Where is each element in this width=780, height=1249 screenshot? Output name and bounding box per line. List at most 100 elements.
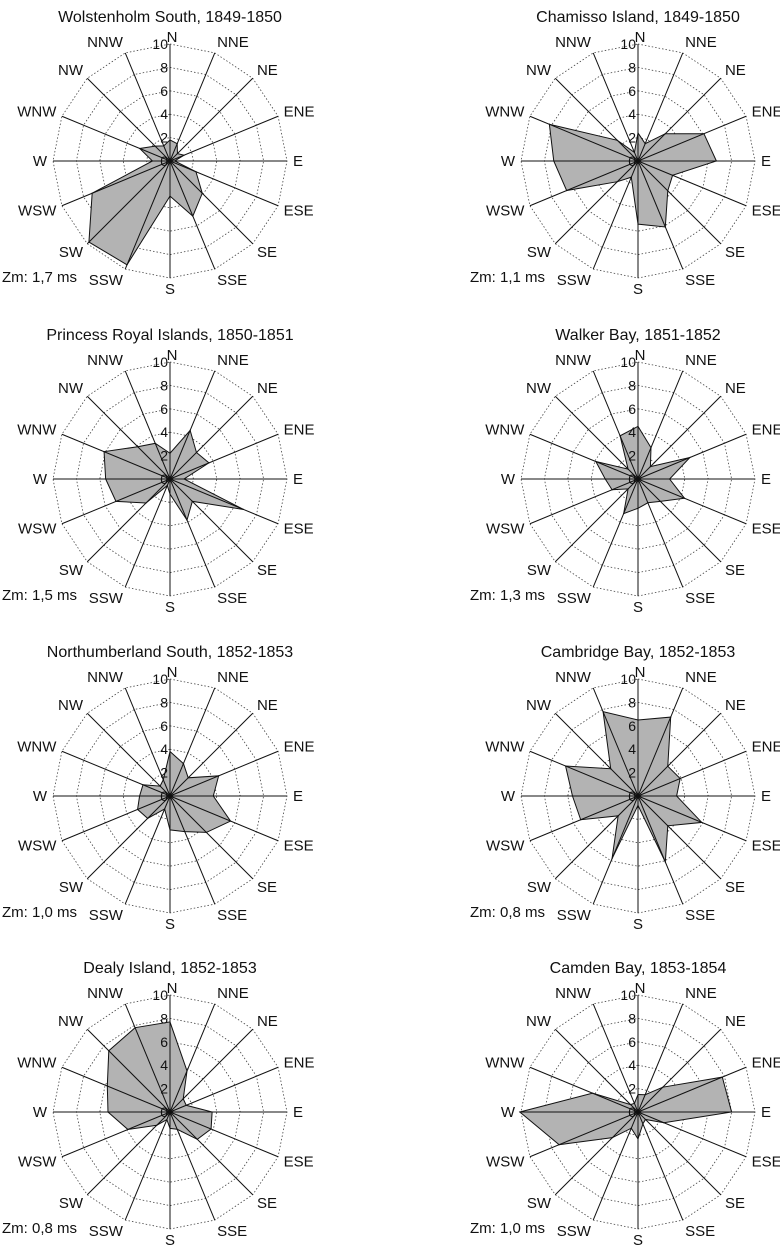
spoke-sse <box>169 1111 216 1221</box>
dir-label-ene: ENE <box>284 422 315 439</box>
dir-label-ne: NE <box>725 62 746 79</box>
radial-tick-label: 10 <box>620 36 636 52</box>
spoke-se <box>637 1111 722 1196</box>
dir-label-sw: SW <box>59 1195 84 1212</box>
data-point-s <box>169 1127 171 1129</box>
grid-ring <box>75 1017 265 1207</box>
grid-ring <box>99 408 241 550</box>
dir-label-ssw: SSW <box>557 907 592 924</box>
data-point-ese <box>242 508 245 511</box>
data-point-n <box>169 1021 171 1023</box>
spoke-sw <box>554 478 639 563</box>
spoke-sse <box>637 478 684 588</box>
data-point-w <box>553 160 555 162</box>
data-point-nnw <box>633 1102 636 1104</box>
data-point-s <box>169 195 171 197</box>
data-point-ene <box>679 777 681 780</box>
dir-label-w: W <box>501 1104 516 1121</box>
data-point-ese <box>701 821 703 824</box>
data-point-sw <box>617 815 619 817</box>
spoke-nne <box>637 687 684 797</box>
spoke-sse <box>169 478 216 588</box>
data-point-wnw <box>592 1092 594 1094</box>
dir-label-e: E <box>293 153 303 170</box>
dir-label-w: W <box>33 1104 48 1121</box>
dir-label-nne: NNE <box>685 985 717 1002</box>
wind-rose-6: Cambridge Bay, 1852-1853 0 2 4 6 8 10N NNE NE ENE… <box>470 644 780 933</box>
data-point-sse <box>647 502 649 504</box>
data-point-nw <box>610 768 612 770</box>
spoke-se <box>637 160 722 245</box>
data-point-nw <box>627 468 629 470</box>
dir-label-s: S <box>165 599 175 616</box>
radial-tick-label: 2 <box>160 130 168 146</box>
dir-label-sse: SSE <box>685 590 715 607</box>
spoke-ne <box>637 712 722 797</box>
data-point-ne <box>667 765 669 767</box>
data-point-sw <box>88 241 90 243</box>
spoke-nne <box>169 687 216 797</box>
data-point-nnw <box>163 145 165 147</box>
spoke-sse <box>637 1111 684 1221</box>
dir-label-ene: ENE <box>752 739 780 756</box>
data-point-wnw <box>595 460 597 463</box>
dir-label-e: E <box>293 1104 303 1121</box>
dir-label-nne: NNE <box>217 985 249 1002</box>
radial-tick-label: 2 <box>160 1081 168 1097</box>
data-point-wsw <box>91 192 93 194</box>
grid-ring <box>543 701 733 891</box>
data-point-wnw <box>106 1085 108 1087</box>
data-point-ssw <box>611 858 613 860</box>
data-point-e <box>676 795 678 797</box>
spoke-nw <box>554 77 639 162</box>
wind-rose-1: Wolstenholm South, 1849-1850 0 2 4 6 8 10N NNE N… <box>2 9 314 298</box>
data-point-nnw <box>619 435 621 437</box>
data-point-nnw <box>162 779 164 781</box>
spoke-sse <box>637 795 684 905</box>
spoke-ne <box>169 712 254 797</box>
dir-label-ssw: SSW <box>89 272 124 289</box>
dir-label-n: N <box>635 664 646 681</box>
dir-label-ene: ENE <box>284 739 315 756</box>
data-point-ne <box>664 133 666 135</box>
dir-label-nw: NW <box>526 697 552 714</box>
data-point-sw <box>147 817 149 819</box>
dir-label-nne: NNE <box>685 669 717 686</box>
dir-label-wnw: WNW <box>485 739 525 756</box>
dir-label-sse: SSE <box>217 272 247 289</box>
spoke-nne <box>169 52 216 162</box>
dir-label-e: E <box>761 471 771 488</box>
radial-tick-label: 4 <box>160 741 168 757</box>
spoke-sw <box>554 1111 639 1196</box>
data-point-nnw <box>154 442 156 444</box>
dir-label-n: N <box>635 347 646 364</box>
data-point-ese <box>663 1122 665 1124</box>
spoke-se <box>169 1111 254 1196</box>
dir-label-wsw: WSW <box>486 202 525 219</box>
data-point-ne <box>176 152 179 155</box>
data-point-ne <box>182 1098 184 1100</box>
radial-tick-label: 2 <box>628 448 636 464</box>
spoke-nw <box>86 1028 171 1113</box>
spoke-nnw <box>592 52 639 162</box>
radial-tick-label: 6 <box>628 718 636 734</box>
data-point-wnw <box>142 784 144 786</box>
dir-label-wnw: WNW <box>485 1055 525 1072</box>
spoke-wnw <box>529 1066 639 1113</box>
dir-label-s: S <box>165 281 175 298</box>
spoke-nw <box>86 77 171 162</box>
spoke-ese <box>637 1111 747 1158</box>
spoke-wsw <box>529 795 639 842</box>
dir-label-nnw: NNW <box>555 985 592 1002</box>
dir-label-n: N <box>167 664 178 681</box>
dir-label-nw: NW <box>58 1013 84 1030</box>
spoke-nne <box>169 1003 216 1113</box>
data-point-s <box>169 829 171 831</box>
dir-label-sw: SW <box>527 879 552 896</box>
data-point-nne <box>644 1094 646 1096</box>
data-point-ese <box>671 174 674 176</box>
rose-area <box>594 425 692 515</box>
dir-label-ene: ENE <box>284 104 315 121</box>
spoke-ssw <box>592 1111 639 1221</box>
data-point-sse <box>664 861 666 863</box>
